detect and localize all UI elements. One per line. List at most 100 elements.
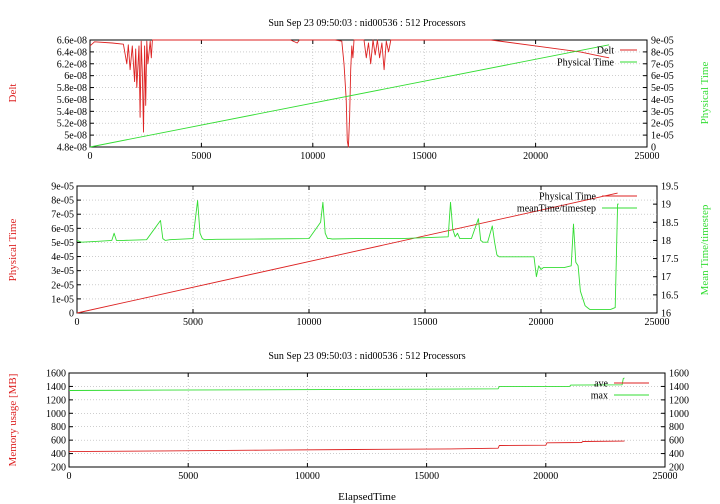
series-line-delt: [89, 39, 610, 148]
y-right-tick-label: 1000: [669, 409, 689, 420]
x-tick-label: 0: [75, 317, 80, 328]
y-left-tick-label: 6e-05: [51, 224, 74, 235]
y-left-tick-label: 7e-05: [51, 210, 74, 221]
y-left-tick-label: 5e-08: [64, 131, 87, 142]
y-left-tick-label: 1e-05: [51, 294, 74, 305]
y-left-tick-label: 5e-05: [51, 238, 74, 249]
y-right-tick-label: 800: [669, 422, 684, 433]
panel1-x-ticks: 0 5000 10000 15000 20000 25000: [88, 40, 660, 162]
y-left-tick-label: 6e-08: [64, 71, 87, 82]
y-right-tick-label: 19.5: [661, 182, 679, 193]
y-left-tick-label: 200: [51, 463, 66, 474]
y-left-tick-label: 800: [51, 422, 66, 433]
x-tick-label: 15000: [414, 471, 439, 482]
y-left-tick-label: 4.8e-08: [57, 143, 87, 154]
legend-label: Physical Time: [539, 192, 597, 203]
y-right-tick-label: 1600: [669, 369, 689, 380]
legend-label: ave: [594, 379, 608, 390]
y-right-tick-label: 9e-05: [651, 36, 674, 47]
panel3-grid: [69, 373, 665, 467]
panel-memory: Sun Sep 23 09:50:03 : nid00536 : 512 Pro…: [7, 351, 689, 503]
y-right-tick-label: 200: [669, 463, 684, 474]
y-left-tick-label: 5.8e-08: [57, 83, 87, 94]
y-left-tick-label: 600: [51, 436, 66, 447]
panel3-series: [68, 377, 625, 453]
series-line-max: [68, 377, 625, 391]
y-right-tick-label: 6e-05: [651, 71, 674, 82]
y-left-tick-label: 1200: [46, 395, 66, 406]
x-tick-label: 10000: [295, 471, 320, 482]
y-right-tick-label: 17.5: [661, 254, 679, 265]
legend-label: max: [591, 391, 608, 402]
panel3-frame: [68, 372, 666, 468]
panel2-grid: [77, 186, 657, 313]
series-line-meantime-timestep: [76, 200, 619, 310]
y-right-tick-label: 400: [669, 449, 684, 460]
x-tick-label: 25000: [653, 471, 678, 482]
y-right-tick-label: 7e-05: [651, 59, 674, 70]
series-line-physical-time: [89, 44, 610, 148]
panel1-ylabel-left: Delt: [7, 84, 19, 103]
y-right-tick-label: 16: [661, 309, 671, 320]
series-line-physical-time: [76, 192, 618, 314]
y-right-tick-label: 1200: [669, 395, 689, 406]
panel3-ylabel-left: Memory usage [MB]: [7, 374, 19, 467]
y-left-tick-label: 1600: [46, 369, 66, 380]
y-right-tick-label: 17: [661, 272, 671, 283]
x-tick-label: 15000: [413, 317, 438, 328]
x-tick-label: 25000: [635, 151, 660, 162]
y-right-tick-label: 5e-05: [651, 83, 674, 94]
y-left-tick-label: 400: [51, 449, 66, 460]
y-right-tick-label: 0: [651, 143, 656, 154]
y-right-tick-label: 4e-05: [651, 95, 674, 106]
panel3-y-left-ticks: 200 400 600 800 1000 1200 1400 1600: [46, 369, 73, 474]
panel-delt: Sun Sep 23 09:50:03 : nid00536 : 512 Pro…: [7, 18, 711, 162]
x-tick-label: 0: [88, 151, 93, 162]
panel3-y-right-ticks: 200 400 600 800 1000 1200 1400 1600: [661, 369, 689, 474]
legend-label: Delt: [597, 46, 614, 57]
x-tick-label: 0: [67, 471, 72, 482]
panel3-xlabel: ElapsedTime: [338, 491, 396, 503]
y-left-tick-label: 5.4e-08: [57, 107, 87, 118]
y-left-tick-label: 2e-05: [51, 280, 74, 291]
x-tick-label: 20000: [523, 151, 548, 162]
panel1-y-right-ticks: 01e-052e-053e-054e-055e-056e-057e-058e-0…: [643, 36, 674, 154]
y-right-tick-label: 18: [661, 236, 671, 247]
y-left-tick-label: 5.6e-08: [57, 95, 87, 106]
y-right-tick-label: 1e-05: [651, 131, 674, 142]
panel1-y-left-ticks: 4.8e-085e-085.2e-085.4e-085.6e-085.8e-08…: [57, 36, 94, 154]
panel2-series: [76, 192, 619, 314]
x-tick-label: 5000: [191, 151, 211, 162]
y-right-tick-label: 2e-05: [651, 119, 674, 130]
legend-label: Physical Time: [557, 58, 615, 69]
panel2-frame: [76, 185, 658, 314]
y-left-tick-label: 4e-05: [51, 252, 74, 263]
y-left-tick-label: 0: [69, 309, 74, 320]
y-left-tick-label: 6.6e-08: [57, 36, 87, 47]
y-left-tick-label: 6.4e-08: [57, 47, 87, 58]
y-left-tick-label: 3e-05: [51, 266, 74, 277]
panel1-frame: [89, 39, 648, 148]
panel3-title: Sun Sep 23 09:50:03 : nid00536 : 512 Pro…: [268, 351, 465, 362]
x-tick-label: 5000: [178, 471, 198, 482]
x-tick-label: 20000: [529, 317, 554, 328]
panel1-title: Sun Sep 23 09:50:03 : nid00536 : 512 Pro…: [268, 18, 465, 29]
y-right-tick-label: 18.5: [661, 218, 679, 229]
y-right-tick-label: 1400: [669, 382, 689, 393]
y-left-tick-label: 1000: [46, 409, 66, 420]
x-tick-label: 25000: [645, 317, 670, 328]
y-right-tick-label: 3e-05: [651, 107, 674, 118]
legend-label: meanTime/timestep: [517, 204, 596, 215]
panel3-x-ticks: 0 5000 10000 15000 20000 25000: [67, 373, 678, 482]
panel1-series: [89, 39, 610, 148]
y-left-tick-label: 8e-05: [51, 196, 74, 207]
x-tick-label: 10000: [300, 151, 325, 162]
y-left-tick-label: 6.2e-08: [57, 59, 87, 70]
x-tick-label: 15000: [412, 151, 437, 162]
y-right-tick-label: 16.5: [661, 290, 679, 301]
panel2-y-left-ticks: 0 1e-05 2e-05 3e-05 4e-05 5e-05 6e-05 7e-05 8e-0…: [51, 182, 81, 320]
y-right-tick-label: 600: [669, 436, 684, 447]
